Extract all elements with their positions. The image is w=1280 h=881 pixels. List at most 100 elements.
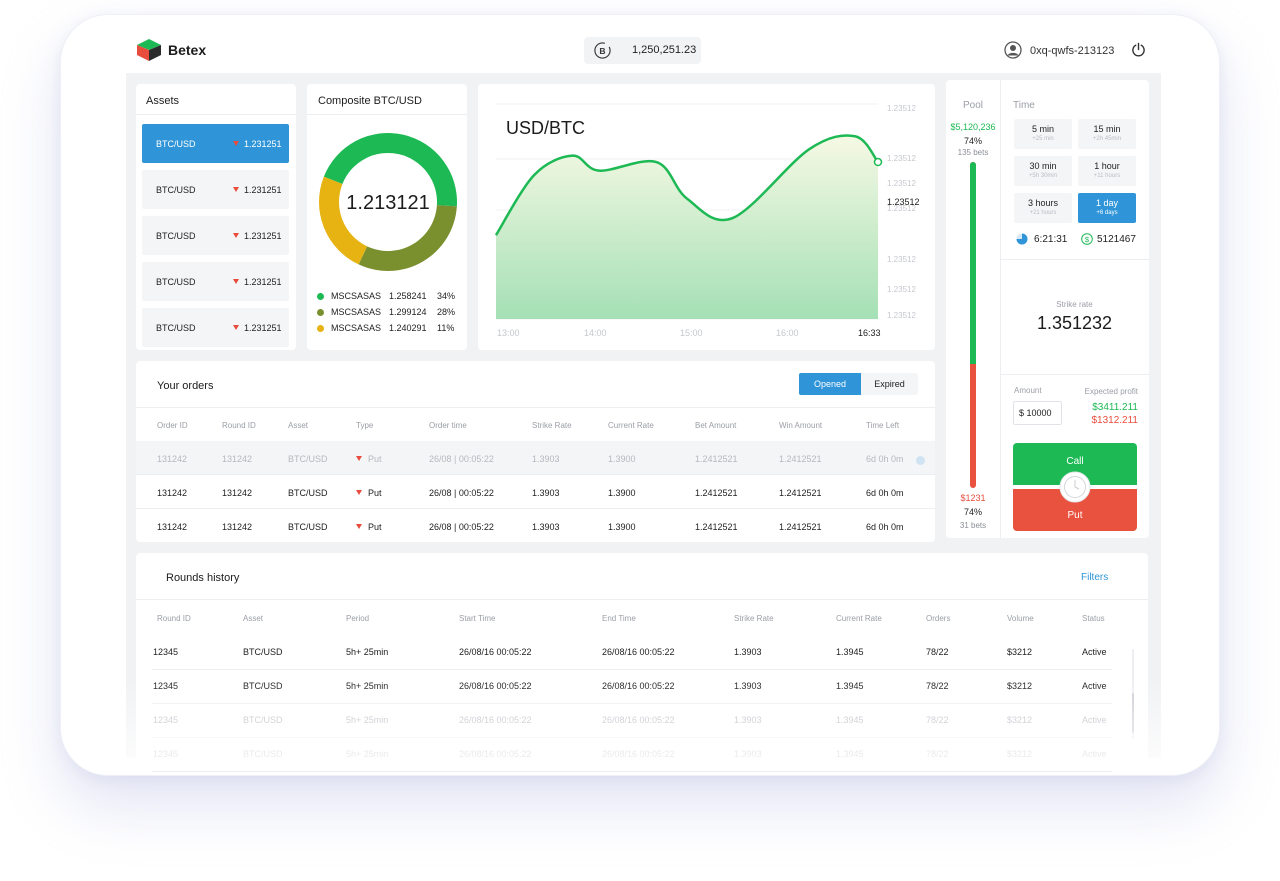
time-option-sub: +2h 45min (1092, 136, 1122, 142)
svg-text:B: B (599, 46, 605, 56)
x-tick-label: 16:33 (858, 328, 881, 338)
y-tick-label: 1.23512 (887, 204, 916, 213)
time-option-label: 1 day (1095, 198, 1119, 208)
rounds-column-header: Round ID (157, 614, 191, 623)
legend-value: 1.240291 (389, 323, 427, 333)
put-arrow-icon (356, 524, 362, 529)
asset-row[interactable]: BTC/USD 1.231251 (142, 124, 289, 163)
rounds-column-header: Orders (926, 614, 951, 623)
svg-text:$: $ (1085, 235, 1090, 244)
filters-link[interactable]: Filters (1081, 572, 1109, 583)
current-value-label: 1.23512 (887, 197, 920, 207)
asset-value: 1.231251 (244, 185, 282, 195)
asset-value: 1.231251 (244, 139, 282, 149)
time-option-label: 30 min (1029, 161, 1057, 171)
order-cell: 6d 0h 0m (866, 454, 904, 464)
legend-percent: 28% (437, 307, 456, 317)
user-address[interactable]: 0xq-qwfs-213123 (1030, 45, 1115, 57)
asset-value: 1.231251 (244, 277, 282, 287)
legend-dot (317, 325, 324, 332)
orders-column-header: Round ID (222, 421, 256, 430)
coins-value: 5121467 (1097, 234, 1136, 245)
pool-ratio-bar (970, 162, 976, 488)
time-option[interactable]: 1 day +6 days (1078, 193, 1136, 223)
current-point[interactable] (873, 157, 883, 167)
call-label: Call (1066, 456, 1084, 467)
composite-panel: Composite BTC/USD 1.213121 MSCSASAS 1.258… (307, 84, 467, 350)
asset-row[interactable]: BTC/USD 1.231251 (142, 308, 289, 347)
legend-percent: 11% (437, 323, 455, 333)
round-cell: 26/08/16 00:05:22 (459, 647, 532, 657)
time-option-sub: +21 hours (1029, 210, 1057, 216)
tab-opened[interactable]: Opened (799, 373, 861, 395)
order-cell: 6d 0h 0m (866, 522, 904, 532)
y-tick-label: 1.23512 (887, 154, 916, 163)
asset-row[interactable]: BTC/USD 1.231251 (142, 170, 289, 209)
down-arrow-icon (233, 187, 239, 192)
power-icon[interactable] (1131, 42, 1146, 57)
logo-icon (137, 39, 161, 61)
round-cell: Active (1082, 647, 1107, 657)
rounds-column-header: Asset (243, 614, 264, 623)
donut-segment (323, 132, 457, 207)
x-tick-label: 14:00 (584, 328, 607, 338)
x-tick-label: 16:00 (776, 328, 799, 338)
order-cell: 1.3903 (532, 454, 560, 464)
time-option[interactable]: 15 min +2h 45min (1078, 119, 1136, 149)
asset-row[interactable]: BTC/USD 1.231251 (142, 262, 289, 301)
row-highlight (136, 441, 935, 474)
down-arrow-icon (233, 325, 239, 330)
orders-title: Your orders (157, 380, 214, 392)
round-cell: 1.3903 (734, 647, 762, 657)
brand-name: Betex (168, 42, 207, 58)
round-cell: 26/08/16 00:05:22 (602, 647, 675, 657)
rounds-column-header: Period (346, 614, 370, 623)
down-arrow-icon (233, 233, 239, 238)
asset-value: 1.231251 (244, 231, 282, 241)
amount-input[interactable] (1013, 401, 1062, 425)
time-option-label: 1 hour (1094, 161, 1120, 171)
asset-name: BTC/USD (156, 185, 196, 195)
time-option[interactable]: 3 hours +21 hours (1014, 193, 1072, 223)
time-option[interactable]: 30 min +5h 30min (1014, 156, 1072, 186)
order-cell: 1.3903 (532, 522, 560, 532)
legend-dot (317, 309, 324, 316)
divider (136, 508, 935, 509)
rounds-column-header: Start Time (459, 614, 496, 623)
asset-name: BTC/USD (156, 323, 196, 333)
divider (136, 599, 1148, 600)
order-cell: 1.2412521 (695, 522, 738, 532)
pool-title: Pool (963, 100, 984, 111)
strike-rate-label: Strike rate (1056, 300, 1093, 309)
order-cell: 131242 (157, 454, 188, 464)
legend-item: MSCSASAS 1.299124 28% (317, 307, 457, 321)
time-option[interactable]: 1 hour +11 hours (1078, 156, 1136, 186)
time-option[interactable]: 5 min +25 min (1014, 119, 1072, 149)
tab-expired[interactable]: Expired (861, 373, 918, 395)
order-cell: 1.3903 (532, 488, 560, 498)
order-cell: 1.2412521 (779, 454, 822, 464)
legend-item: MSCSASAS 1.240291 11% (317, 323, 457, 337)
orders-column-header: Time Left (866, 421, 900, 430)
time-option-label: 3 hours (1027, 198, 1059, 208)
legend-name: MSCSASAS (331, 307, 382, 317)
order-cell: 131242 (222, 488, 253, 498)
x-tick-label: 15:00 (680, 328, 703, 338)
price-line (494, 134, 880, 236)
order-cell: BTC/USD (288, 488, 328, 498)
divider (152, 771, 1112, 772)
asset-name: BTC/USD (156, 231, 196, 241)
user-avatar-icon[interactable] (1004, 41, 1022, 59)
clock-icon (1059, 471, 1091, 503)
divider (1000, 374, 1149, 375)
balance-display[interactable]: B 1,250,251.23 (584, 37, 701, 64)
balance-value: 1,250,251.23 (632, 44, 697, 56)
time-title: Time (1013, 100, 1035, 111)
divider (307, 114, 467, 115)
asset-row[interactable]: BTC/USD 1.231251 (142, 216, 289, 255)
down-arrow-icon (233, 279, 239, 284)
price-area-chart[interactable]: USD/BTC1.235121.235121.235121.235121.235… (478, 84, 935, 350)
order-cell: 26/08 | 00:05:22 (429, 488, 494, 498)
rounds-column-header: End Time (602, 614, 636, 623)
rounds-title: Rounds history (166, 572, 240, 584)
